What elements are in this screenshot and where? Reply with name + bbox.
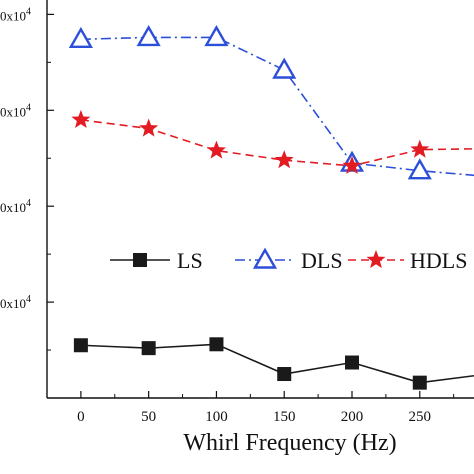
y-tick-label: 0x104: [0, 102, 31, 119]
series-group: [68, 24, 474, 390]
data-point-ls: [141, 341, 156, 356]
data-point-ls: [209, 337, 224, 352]
y-tick-label: 0x104: [0, 294, 31, 311]
series-dls: [68, 24, 474, 180]
data-point-dls: [136, 24, 161, 47]
data-point-ls: [277, 367, 292, 382]
data-point-dls: [204, 24, 229, 47]
y-tick-label-base: 0x10: [0, 8, 26, 23]
x-tick-label: 200: [341, 409, 364, 425]
x-tick-label: 100: [205, 409, 228, 425]
data-point-dls: [68, 26, 93, 49]
data-point-hdls: [274, 150, 294, 169]
legend-label: DLS: [301, 248, 343, 273]
series-hdls: [71, 109, 474, 174]
x-tick-label: 50: [141, 409, 156, 425]
x-tick-label: 0: [77, 409, 85, 425]
legend-item-dls: DLS: [235, 247, 343, 273]
legend-label: HDLS: [410, 248, 467, 273]
data-point-hdls: [206, 140, 226, 159]
legend: LS DLS HDLS: [110, 247, 467, 273]
data-point-hdls: [342, 155, 362, 174]
data-point-hdls: [410, 139, 430, 158]
data-point-hdls: [139, 118, 159, 137]
x-tick-label: 150: [273, 409, 296, 425]
data-point-dls: [407, 158, 432, 180]
y-tick-label-exponent: 4: [26, 102, 31, 113]
series-ls: [73, 337, 474, 390]
data-point-hdls: [71, 109, 91, 128]
data-point-dls: [272, 57, 297, 79]
legend-marker: [366, 250, 386, 269]
data-point-ls: [345, 355, 359, 370]
x-axis-title: Whirl Frequency (Hz): [183, 430, 396, 456]
y-tick-label-exponent: 4: [26, 6, 31, 17]
data-point-ls: [412, 375, 427, 390]
y-tick-label-base: 0x10: [0, 296, 26, 311]
legend-item-ls: LS: [110, 248, 203, 273]
y-tick-label: 0x104: [0, 198, 31, 215]
legend-marker: [252, 247, 278, 269]
y-tick-label-exponent: 4: [26, 294, 31, 305]
legend-item-hdls: HDLS: [348, 248, 467, 273]
data-point-ls: [73, 338, 88, 353]
legend-label: LS: [177, 248, 203, 273]
legend-marker: [133, 253, 147, 267]
y-tick-label-base: 0x10: [0, 200, 26, 215]
x-tick-label: 250: [409, 409, 432, 425]
y-tick-label-exponent: 4: [26, 198, 31, 209]
y-tick-label: 0x104: [0, 6, 31, 23]
y-tick-label-base: 0x10: [0, 104, 26, 119]
